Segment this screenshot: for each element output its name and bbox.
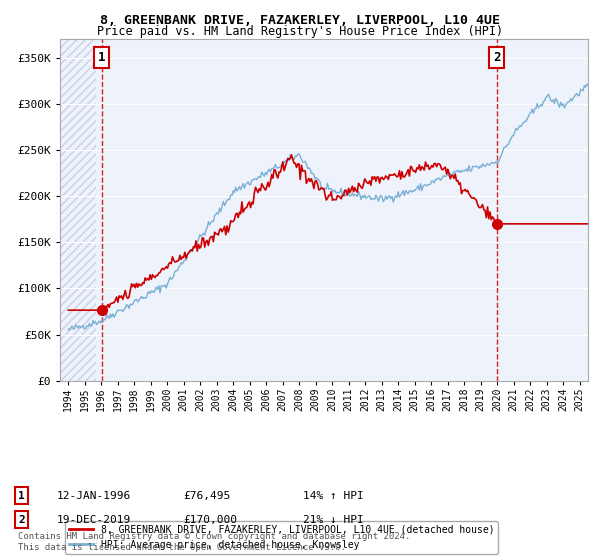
Text: 21% ↓ HPI: 21% ↓ HPI — [303, 515, 364, 525]
Text: £170,000: £170,000 — [183, 515, 237, 525]
Text: Contains HM Land Registry data © Crown copyright and database right 2024.
This d: Contains HM Land Registry data © Crown c… — [18, 532, 410, 552]
Text: £76,495: £76,495 — [183, 491, 230, 501]
Text: Price paid vs. HM Land Registry's House Price Index (HPI): Price paid vs. HM Land Registry's House … — [97, 25, 503, 38]
Text: 12-JAN-1996: 12-JAN-1996 — [57, 491, 131, 501]
Text: 1: 1 — [18, 491, 25, 501]
Text: 1: 1 — [98, 51, 106, 64]
Text: 2: 2 — [18, 515, 25, 525]
Text: 8, GREENBANK DRIVE, FAZAKERLEY, LIVERPOOL, L10 4UE: 8, GREENBANK DRIVE, FAZAKERLEY, LIVERPOO… — [100, 14, 500, 27]
Legend: 8, GREENBANK DRIVE, FAZAKERLEY, LIVERPOOL, L10 4UE (detached house), HPI: Averag: 8, GREENBANK DRIVE, FAZAKERLEY, LIVERPOO… — [65, 521, 499, 554]
Text: 2: 2 — [493, 51, 500, 64]
Text: 14% ↑ HPI: 14% ↑ HPI — [303, 491, 364, 501]
Text: 19-DEC-2019: 19-DEC-2019 — [57, 515, 131, 525]
